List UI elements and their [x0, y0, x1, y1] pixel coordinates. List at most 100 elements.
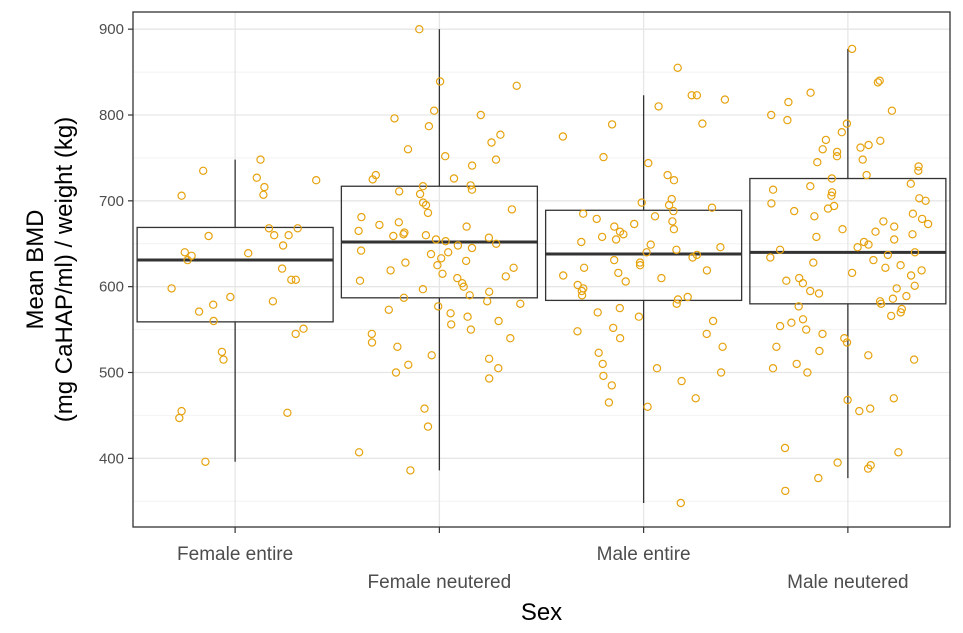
data-point — [718, 342, 727, 351]
data-point — [814, 289, 824, 298]
data-point — [890, 222, 899, 231]
data-point — [698, 119, 707, 128]
data-point — [607, 120, 617, 129]
data-point — [423, 208, 433, 218]
data-point — [243, 248, 253, 258]
data-point — [614, 268, 623, 278]
data-point — [461, 256, 471, 266]
data-point — [637, 198, 646, 207]
data-point — [720, 95, 730, 104]
data-point — [809, 258, 818, 267]
data-point — [798, 315, 808, 324]
data-point — [772, 342, 781, 351]
data-point — [716, 368, 726, 377]
data-point — [783, 115, 792, 125]
data-point — [277, 264, 287, 273]
data-point — [832, 151, 842, 161]
data-point — [501, 272, 510, 281]
data-point — [643, 402, 652, 411]
data-point — [284, 230, 293, 240]
data-point — [395, 187, 404, 196]
data-point — [921, 196, 930, 205]
data-point — [367, 329, 376, 339]
data-point — [869, 255, 878, 265]
data-point — [485, 374, 494, 383]
data-point — [692, 91, 702, 100]
data-point — [883, 250, 893, 260]
data-point — [559, 271, 568, 280]
data-point — [673, 63, 682, 73]
data-point — [847, 44, 857, 54]
data-point — [354, 448, 364, 457]
data-point — [598, 359, 607, 369]
data-point — [491, 155, 501, 164]
data-point — [291, 329, 300, 339]
data-point — [902, 291, 911, 301]
data-point — [592, 214, 601, 224]
data-point — [355, 276, 365, 285]
data-point — [871, 227, 880, 236]
data-point — [866, 404, 875, 413]
data-point — [466, 325, 476, 334]
data-point — [802, 325, 811, 334]
data-point — [415, 25, 424, 34]
data-point — [599, 152, 608, 162]
data-point — [421, 230, 431, 240]
data-point — [875, 76, 884, 85]
data-point — [896, 308, 905, 317]
data-point — [427, 351, 436, 360]
data-point — [607, 381, 617, 390]
data-point — [914, 166, 923, 175]
data-point — [896, 261, 905, 270]
y-tick-label: 600 — [99, 279, 124, 296]
data-point — [672, 299, 681, 308]
y-tick-label: 900 — [99, 21, 124, 38]
data-point — [609, 323, 618, 333]
data-point — [423, 422, 433, 431]
data-point — [198, 166, 208, 175]
plot-panel — [133, 12, 950, 527]
data-point — [615, 303, 625, 313]
data-point — [610, 222, 619, 231]
data-point — [702, 329, 711, 339]
data-point — [909, 355, 919, 364]
data-point — [818, 329, 827, 339]
data-point — [864, 140, 873, 150]
data-point — [391, 368, 401, 377]
data-point — [652, 364, 662, 373]
data-point — [833, 458, 842, 467]
data-point — [209, 316, 218, 326]
data-point — [293, 224, 302, 233]
data-point — [908, 230, 917, 239]
data-point — [876, 299, 886, 308]
data-point — [252, 173, 261, 182]
data-point — [312, 175, 321, 185]
data-point — [644, 158, 653, 168]
data-point — [668, 217, 677, 226]
data-point — [394, 218, 403, 227]
data-point — [798, 279, 808, 288]
data-point — [855, 406, 864, 416]
data-point — [465, 291, 474, 300]
data-point — [509, 263, 518, 272]
data-point — [910, 281, 919, 290]
data-point — [375, 220, 384, 230]
data-point — [389, 231, 398, 241]
data-point — [812, 232, 821, 242]
data-point — [208, 300, 218, 309]
data-point — [418, 181, 428, 191]
x-tick-label: Male entire — [597, 544, 691, 565]
data-point — [917, 266, 926, 275]
data-point — [673, 295, 683, 304]
data-point — [467, 243, 477, 253]
y-axis-title-line: (mg CaHAP/ml) / weight (kg) — [51, 117, 78, 422]
data-point — [687, 91, 696, 100]
data-point — [433, 261, 442, 270]
data-point — [843, 395, 852, 405]
data-point — [446, 309, 455, 318]
data-point — [864, 351, 873, 360]
y-tick-label: 500 — [99, 365, 124, 382]
data-point — [702, 266, 712, 275]
data-point — [453, 241, 463, 250]
data-point — [864, 240, 873, 249]
